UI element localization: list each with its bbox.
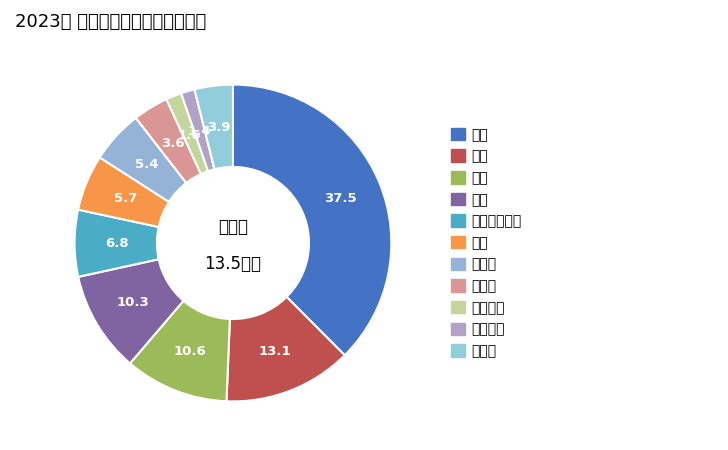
Text: 1.6: 1.6 <box>178 129 201 142</box>
Wedge shape <box>167 93 208 174</box>
Text: 5.7: 5.7 <box>114 192 137 205</box>
Text: 10.6: 10.6 <box>174 345 207 358</box>
Wedge shape <box>78 259 183 364</box>
Text: 総　額: 総 額 <box>218 218 248 236</box>
Text: 5.4: 5.4 <box>135 158 159 171</box>
Text: 6.8: 6.8 <box>105 237 128 250</box>
Wedge shape <box>233 85 392 355</box>
Legend: 中国, タイ, 米国, 韓国, インドネシア, 香港, ドイツ, インド, ベトナム, イタリア, その他: 中国, タイ, 米国, 韓国, インドネシア, 香港, ドイツ, インド, ベト… <box>446 122 526 364</box>
Wedge shape <box>74 210 159 277</box>
Text: 3.9: 3.9 <box>207 121 231 134</box>
Wedge shape <box>136 99 201 183</box>
Text: 10.3: 10.3 <box>116 296 149 309</box>
Text: 13.5億円: 13.5億円 <box>205 255 261 273</box>
Wedge shape <box>194 85 233 169</box>
Text: 37.5: 37.5 <box>324 192 357 205</box>
Wedge shape <box>181 90 215 171</box>
Wedge shape <box>130 301 230 401</box>
Text: 2023年 輸出相手国のシェア（％）: 2023年 輸出相手国のシェア（％） <box>15 14 206 32</box>
Text: 1.4: 1.4 <box>188 125 212 138</box>
Text: 13.1: 13.1 <box>259 345 291 358</box>
Text: 3.6: 3.6 <box>161 137 184 150</box>
Wedge shape <box>100 118 186 202</box>
Wedge shape <box>226 297 344 401</box>
Wedge shape <box>78 158 169 227</box>
